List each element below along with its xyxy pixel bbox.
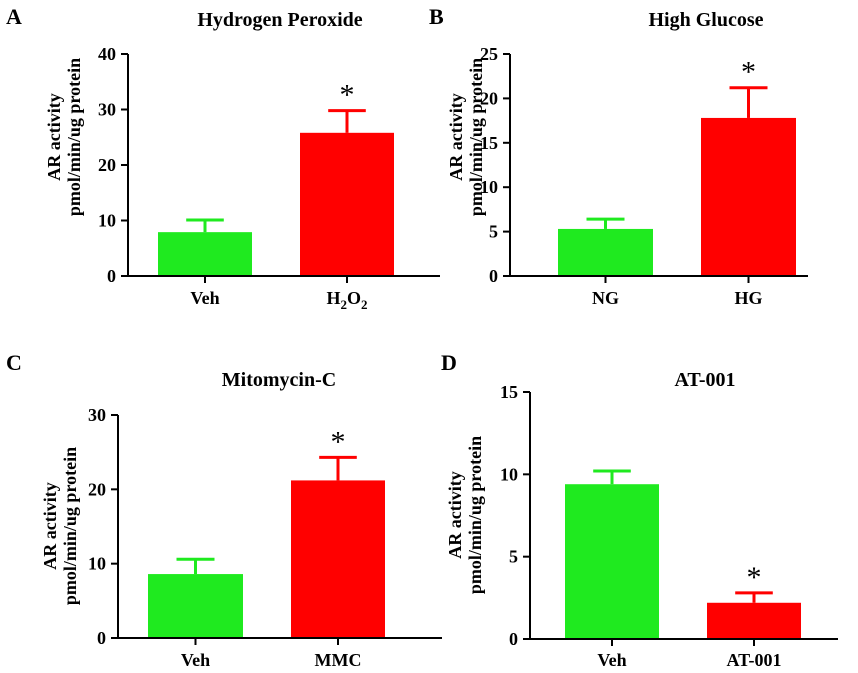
y-tick-label-a-0: 0 (107, 266, 116, 286)
y-tick-label-d-0: 0 (509, 629, 518, 649)
category-part-a-0: H (326, 288, 340, 308)
chart-title-a: Hydrogen Peroxide (197, 9, 362, 31)
y-axis-label-line2-a: pmol/min/ug protein (64, 58, 84, 216)
panel-d: D AT-001 AR activitypmol/min/ug protein * 0 5… (441, 350, 838, 670)
x-category-label-a-1: Veh (190, 288, 219, 308)
y-tick-label-c-3: 30 (88, 405, 106, 425)
significance-mark-a-2: * (340, 79, 355, 112)
y-axis-label-a: AR activitypmol/min/ug protein (44, 58, 84, 216)
y-tick-label-b-4: 20 (480, 88, 498, 108)
bar-a-2 (300, 132, 394, 276)
y-tick-label-a-3: 30 (98, 100, 116, 120)
category-part-a-1: 2 (341, 297, 348, 312)
x-category-label-b-2: HG (734, 288, 762, 308)
y-tick-label-c-0: 0 (97, 628, 106, 648)
y-tick-label-d-3: 15 (500, 382, 518, 402)
y-tick-label-b-2: 10 (480, 177, 498, 197)
y-axis-label-b: AR activitypmol/min/ug protein (446, 58, 486, 216)
panel-letter-b: B (429, 4, 444, 29)
chart-title-c: Mitomycin-C (222, 369, 336, 391)
panel-c: C Mitomycin-C AR activitypmol/min/ug prote… (6, 350, 442, 670)
bar-b-1 (558, 228, 653, 276)
x-category-label-b-1: NG (592, 288, 619, 308)
x-category-label-c-1: Veh (181, 650, 210, 670)
y-axis-label-line2-c: pmol/min/ug protein (60, 447, 80, 605)
y-axis-label-line2-d: pmol/min/ug protein (465, 436, 485, 594)
y-tick-label-a-4: 40 (98, 44, 116, 64)
bar-b-2 (701, 117, 796, 276)
y-axis-label-line1-b: AR activity (446, 93, 466, 180)
y-tick-label-b-5: 25 (480, 44, 498, 64)
significance-mark-d-2: * (747, 561, 762, 594)
bar-d-1 (565, 484, 659, 639)
y-tick-label-a-2: 20 (98, 155, 116, 175)
y-tick-label-b-1: 5 (489, 222, 498, 242)
y-tick-label-d-1: 5 (509, 547, 518, 567)
x-category-label-d-1: Veh (597, 650, 626, 670)
x-category-label-a-2: H2O2 (326, 288, 367, 312)
y-tick-label-c-2: 20 (88, 479, 106, 499)
bar-c-1 (148, 574, 243, 638)
y-axis-label-c: AR activitypmol/min/ug protein (40, 447, 80, 605)
panel-letter-a: A (6, 4, 22, 29)
x-category-label-d-2: AT-001 (726, 650, 781, 670)
panel-a: A Hydrogen Peroxide AR activitypmol/min/ug… (6, 4, 440, 312)
category-part-a-2: O (347, 288, 361, 308)
y-tick-label-b-0: 0 (489, 266, 498, 286)
significance-mark-b-2: * (741, 56, 756, 89)
panel-letter-c: C (6, 350, 22, 375)
bar-a-1 (158, 232, 252, 276)
y-axis-label-d: AR activitypmol/min/ug protein (445, 436, 485, 594)
y-tick-label-d-2: 10 (500, 464, 518, 484)
chart-title-b: High Glucose (648, 9, 763, 31)
y-tick-label-b-3: 15 (480, 133, 498, 153)
y-axis-label-line1-c: AR activity (40, 482, 60, 569)
y-axis-label-line1-a: AR activity (44, 93, 64, 180)
bar-d-2 (707, 602, 801, 639)
panel-b: B High Glucose AR activitypmol/min/ug prot… (429, 4, 808, 308)
y-tick-label-c-1: 10 (88, 554, 106, 574)
y-axis-label-line2-b: pmol/min/ug protein (466, 58, 486, 216)
x-category-label-c-2: MMC (315, 650, 362, 670)
significance-mark-c-2: * (331, 425, 346, 458)
bar-c-2 (291, 480, 385, 638)
y-tick-label-a-1: 10 (98, 211, 116, 231)
y-axis-label-line1-d: AR activity (445, 471, 465, 558)
chart-title-d: AT-001 (674, 369, 735, 391)
panel-letter-d: D (441, 350, 457, 375)
category-part-a-3: 2 (361, 297, 368, 312)
